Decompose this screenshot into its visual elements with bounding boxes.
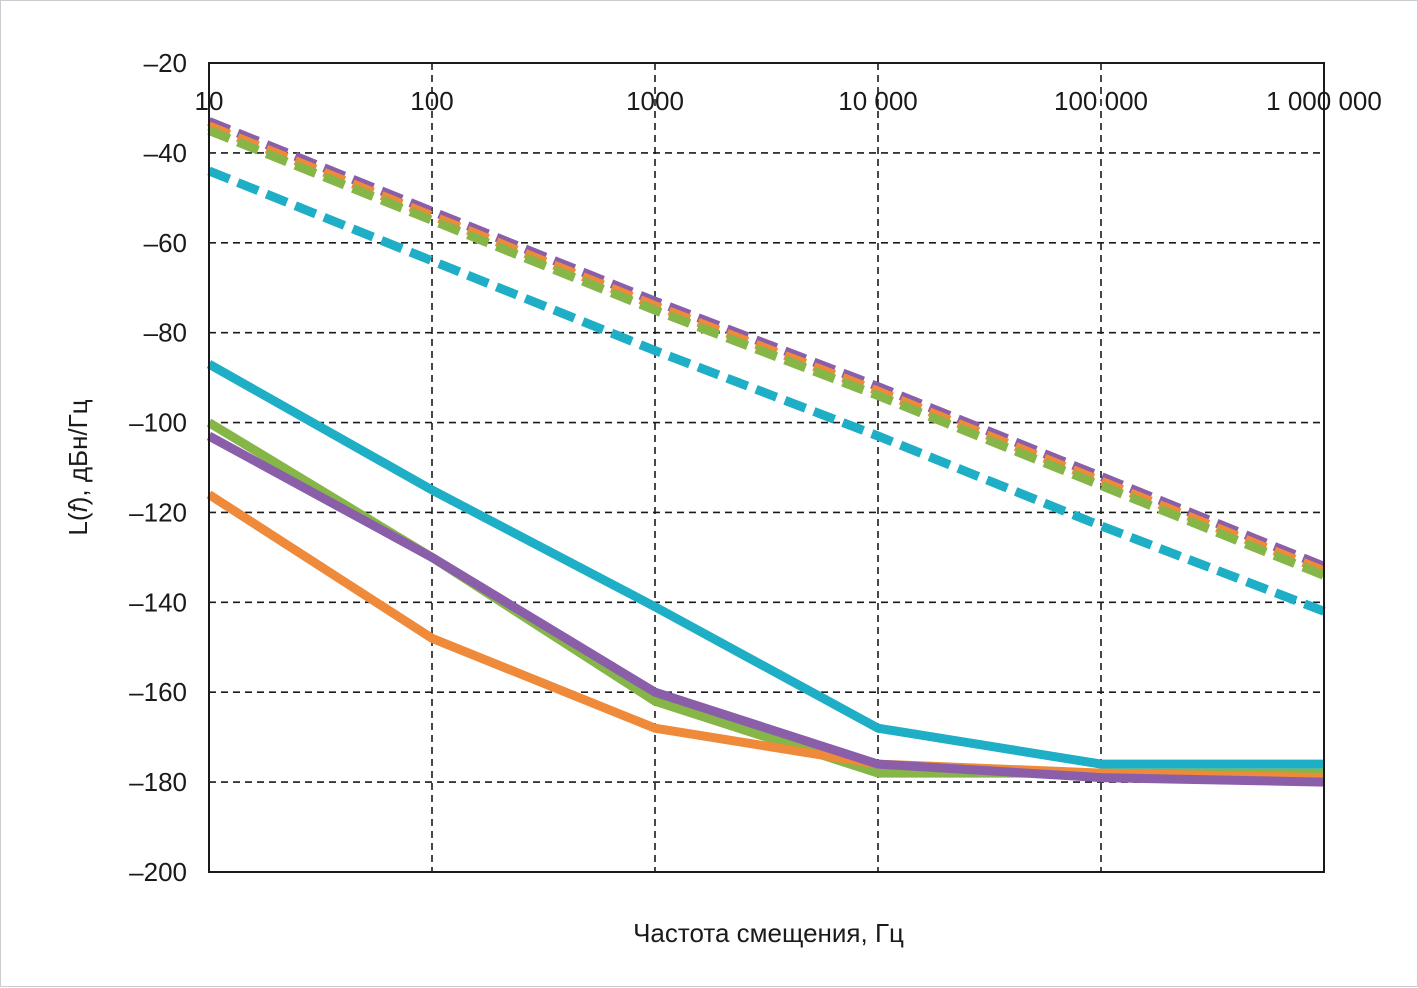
y-tick-label: –180 [129,767,187,797]
y-axis-label-suffix: ), дБн/Гц [63,399,93,505]
y-tick-label: –140 [129,587,187,617]
y-tick-label: –80 [144,318,187,348]
x-tick-label: 10 000 [838,86,918,116]
x-axis-label: Частота смещения, Гц [633,918,904,948]
plot-area-border [208,62,1325,873]
dashed-series-line-4 [207,166,1326,616]
dashed-series-line-3 [207,126,1326,580]
y-tick-label: –60 [144,228,187,258]
y-tick-label: –40 [144,138,187,168]
y-tick-labels: –20 –40 –60 –80 –100 –120 –140 –160 –180 –200 [129,48,187,887]
x-tick-label: 100 [410,86,453,116]
y-tick-label: –120 [129,497,187,527]
x-tick-label: 10 [195,86,224,116]
y-axis-label-prefix: L( [63,512,93,535]
series-group [206,117,1326,787]
y-axis-label-italic: f [63,503,93,513]
y-tick-label: –20 [144,48,187,78]
y-axis-label: L(f), дБн/Гц [63,399,93,535]
grid [209,63,1324,872]
x-tick-labels: 10 100 1000 10 000 100 000 1 000 000 [195,86,1382,116]
y-tick-label: –160 [129,677,187,707]
x-tick-label: 100 000 [1054,86,1148,116]
y-tick-label: –200 [129,857,187,887]
solid-series-line-8 [206,432,1325,787]
solid-series-line-5 [206,360,1324,769]
x-tick-label: 1 000 000 [1266,86,1382,116]
y-tick-label: –100 [129,408,187,438]
x-tick-label: 1000 [626,86,684,116]
